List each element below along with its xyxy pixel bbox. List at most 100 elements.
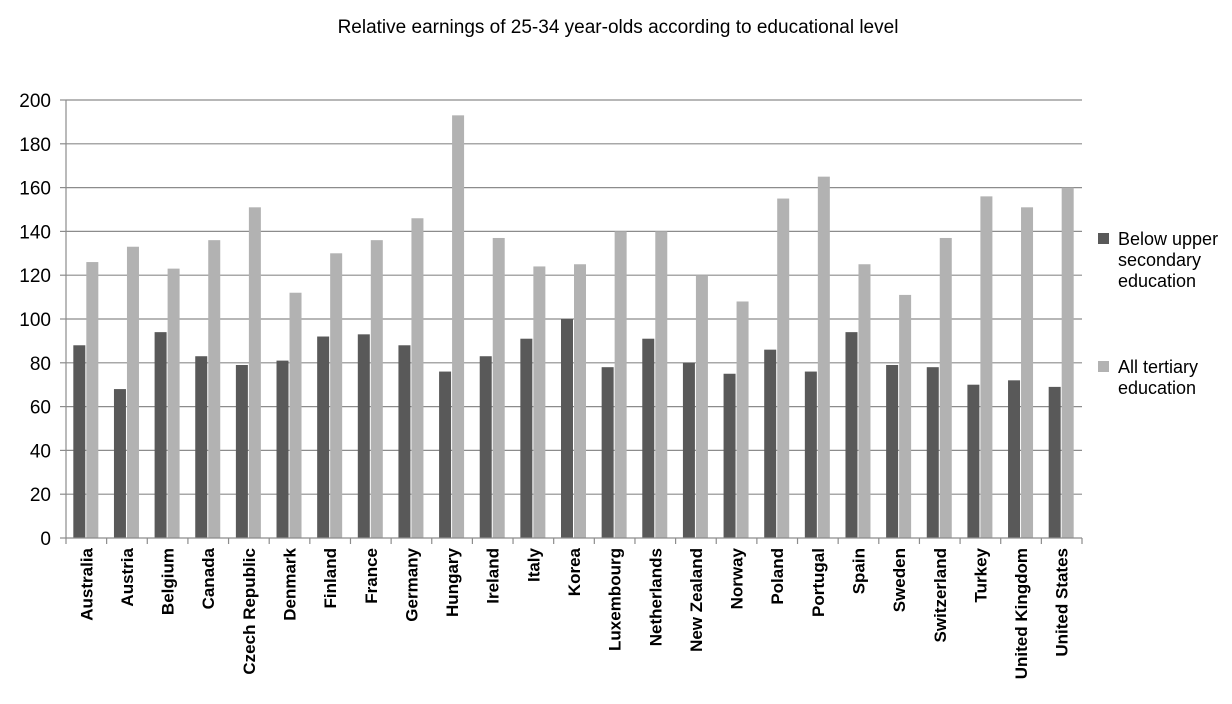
bar-below-upper-secondary [642,338,655,538]
y-tick-label: 100 [19,310,51,331]
x-tick-label: Switzerland [931,548,950,642]
x-tick-label: Norway [728,547,747,609]
x-tick-label: Canada [199,547,218,609]
bar-all-tertiary [858,264,871,538]
legend-swatch [1098,233,1109,244]
bar-all-tertiary [899,294,912,538]
x-tick-label: Germany [402,547,421,621]
legend-label: All tertiary [1118,357,1198,377]
bar-below-upper-secondary [398,345,411,538]
y-tick-label: 120 [19,266,51,287]
y-tick-label: 40 [30,441,51,462]
y-axis-ticks: 0 20 40 60 80 100 120 140 160 180 200 [19,91,66,550]
x-tick-label: Netherlands [646,548,665,646]
bar-below-upper-secondary [276,360,289,538]
bar-below-upper-secondary [845,332,858,538]
bar-all-tertiary [411,218,424,538]
y-tick-label: 200 [19,91,51,112]
bar-below-upper-secondary [967,384,980,538]
x-tick-label: Denmark [281,547,300,620]
x-tick-label: Hungary [443,547,462,617]
x-tick-label: United States [1053,548,1072,657]
x-tick-label: Poland [768,548,787,605]
bar-below-upper-secondary [804,371,817,538]
bar-all-tertiary [939,237,952,538]
x-tick-label: Korea [565,547,584,596]
bar-below-upper-secondary [479,356,492,538]
bars [73,115,1074,539]
chart-title: Relative earnings of 25-34 year-olds acc… [338,17,899,38]
bar-below-upper-secondary [154,332,167,538]
bar-below-upper-secondary [1048,386,1061,538]
x-tick-label: Luxembourg [606,548,625,651]
y-tick-label: 80 [30,354,51,375]
bar-below-upper-secondary [317,336,330,538]
legend-swatch [1098,361,1109,372]
x-tick-label: Australia [77,547,96,620]
y-tick-label: 140 [19,222,51,243]
y-tick-label: 0 [40,529,51,550]
x-axis-ticks: Australia Austria Belgium Canada Czech Repub… [65,538,1083,679]
y-tick-label: 60 [30,398,51,419]
bar-below-upper-secondary [723,373,736,538]
bar-all-tertiary [736,301,749,538]
legend-label: secondary [1118,250,1201,270]
bar-all-tertiary [370,240,383,538]
bar-all-tertiary [86,262,99,538]
bar-all-tertiary [980,196,993,539]
bar-all-tertiary [817,176,830,538]
bar-below-upper-secondary [439,371,452,538]
bar-all-tertiary [167,268,180,538]
bar-all-tertiary [330,253,343,539]
bar-below-upper-secondary [73,345,86,538]
x-tick-label: Ireland [484,548,503,604]
x-tick-label: Sweden [890,548,909,612]
bar-all-tertiary [655,231,668,538]
x-tick-label: Belgium [159,548,178,615]
bar-below-upper-secondary [113,389,126,538]
legend-label: Below upper [1118,229,1218,249]
bar-all-tertiary [533,266,546,538]
bar-all-tertiary [1021,207,1034,538]
x-tick-label: Czech Republic [240,548,259,675]
legend-label: education [1118,378,1196,398]
bar-all-tertiary [248,207,261,538]
x-tick-label: Italy [524,547,543,582]
x-tick-label: Finland [321,548,340,608]
bar-all-tertiary [695,275,708,538]
bar-below-upper-secondary [235,364,248,538]
bar-below-upper-secondary [926,367,939,538]
bar-below-upper-secondary [1008,380,1021,538]
x-tick-label: Austria [118,547,137,606]
y-tick-label: 160 [19,179,51,200]
x-tick-label: France [362,548,381,604]
bar-all-tertiary [492,237,505,538]
bar-below-upper-secondary [886,364,899,538]
legend-label: education [1118,271,1196,291]
bar-below-upper-secondary [764,349,777,538]
bar-all-tertiary [1061,187,1074,538]
bar-all-tertiary [614,231,627,538]
bar-all-tertiary [574,264,586,538]
bar-below-upper-secondary [195,356,208,538]
x-tick-label: United Kingdom [1012,548,1031,679]
bar-all-tertiary [777,198,790,539]
x-tick-label: Spain [849,548,868,594]
bar-below-upper-secondary [357,334,370,538]
bar-below-upper-secondary [601,367,614,538]
bar-below-upper-secondary [520,338,533,538]
y-tick-label: 180 [19,135,51,156]
x-tick-label: Turkey [971,547,990,602]
axes [65,100,1082,539]
x-tick-label: Portugal [809,548,828,617]
bar-below-upper-secondary [682,362,695,538]
bar-all-tertiary [208,240,221,538]
x-tick-label: New Zealand [687,548,706,652]
bar-all-tertiary [452,115,465,538]
bar-all-tertiary [289,292,302,538]
bar-all-tertiary [126,246,139,539]
bar-below-upper-secondary [561,319,573,538]
